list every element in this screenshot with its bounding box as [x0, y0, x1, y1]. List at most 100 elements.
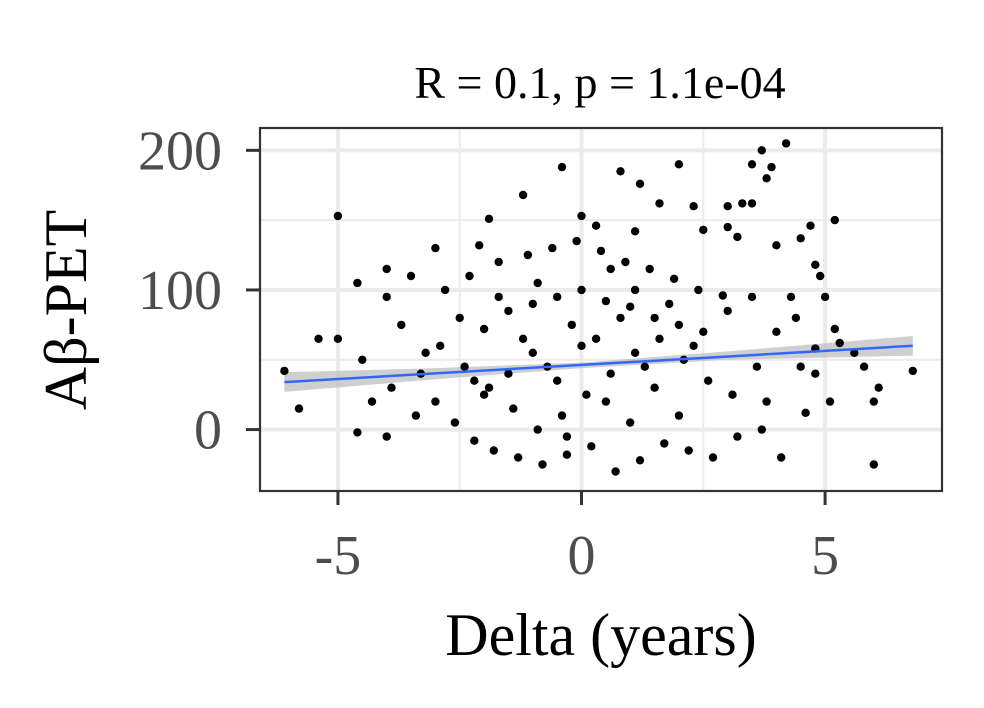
data-point	[489, 446, 498, 455]
data-point	[694, 285, 703, 295]
data-point	[762, 397, 771, 406]
data-point	[601, 397, 611, 406]
y-axis-title: Aβ-PET	[33, 210, 99, 411]
data-point	[387, 383, 396, 392]
data-point	[635, 179, 645, 188]
data-point	[621, 257, 630, 267]
data-point	[850, 348, 859, 357]
data-point	[708, 453, 718, 462]
data-point	[397, 320, 406, 330]
data-point	[538, 460, 547, 469]
data-point	[557, 162, 567, 172]
data-point	[704, 376, 713, 385]
data-point	[460, 362, 469, 371]
data-point	[674, 160, 684, 169]
data-point	[908, 366, 917, 376]
data-point	[830, 215, 839, 225]
data-point	[630, 348, 640, 357]
data-point	[504, 306, 513, 316]
y-tick-label: 0	[194, 400, 222, 462]
data-point	[626, 418, 635, 427]
data-point	[567, 320, 576, 330]
data-point	[562, 432, 572, 441]
data-point	[436, 341, 445, 350]
data-point	[596, 246, 606, 256]
data-point	[806, 221, 815, 230]
data-point	[616, 313, 625, 323]
data-point	[699, 327, 708, 336]
data-point	[553, 292, 562, 302]
data-point	[630, 285, 640, 295]
data-point	[699, 225, 708, 235]
data-point	[660, 439, 669, 448]
data-point	[518, 334, 528, 343]
data-point	[650, 313, 659, 323]
data-point	[791, 313, 801, 323]
data-point	[835, 338, 844, 348]
data-point	[333, 211, 343, 221]
data-point	[494, 257, 503, 267]
x-axis-title: Delta (years)	[445, 602, 756, 668]
plot-panel-background	[260, 128, 942, 491]
data-point	[455, 313, 464, 323]
data-point	[640, 362, 649, 371]
data-point	[645, 264, 654, 274]
x-tick-label: -5	[315, 525, 362, 587]
data-point	[738, 199, 747, 208]
data-point	[869, 397, 878, 406]
data-point	[509, 404, 518, 413]
data-point	[674, 411, 684, 420]
data-point	[757, 425, 766, 434]
data-point	[606, 369, 615, 378]
data-point	[796, 362, 805, 371]
data-points	[280, 139, 917, 476]
data-point	[533, 425, 542, 434]
data-point	[669, 274, 679, 283]
data-point	[733, 432, 742, 441]
data-point	[591, 221, 601, 230]
data-point	[577, 285, 586, 295]
data-point	[630, 227, 640, 236]
data-point	[582, 390, 591, 399]
data-point	[684, 446, 693, 455]
data-point	[465, 271, 474, 281]
data-point	[294, 404, 304, 413]
data-point	[528, 299, 537, 309]
data-point	[450, 418, 460, 427]
data-point	[406, 271, 416, 281]
data-point	[816, 271, 825, 281]
y-tick-label: 100	[138, 260, 222, 322]
data-point	[606, 264, 615, 274]
data-point	[781, 139, 791, 148]
data-point	[801, 408, 810, 417]
data-point	[514, 453, 523, 462]
data-point	[650, 383, 659, 392]
data-point	[382, 264, 391, 274]
data-point	[767, 162, 776, 172]
data-point	[382, 432, 391, 441]
data-point	[796, 234, 805, 243]
x-tick-label: 0	[568, 525, 596, 587]
data-point	[874, 383, 883, 392]
data-point	[723, 222, 732, 232]
fit-line-layer	[284, 344, 913, 384]
data-point	[333, 334, 343, 343]
data-point	[762, 174, 771, 183]
plot-panel-border	[258, 126, 944, 493]
data-point	[733, 232, 742, 242]
data-point	[518, 190, 528, 200]
data-point	[723, 306, 732, 316]
x-tick-label: 5	[811, 525, 839, 587]
data-point	[786, 292, 796, 302]
data-point	[280, 366, 289, 376]
data-point	[562, 450, 572, 459]
x-axis: -5 0 5	[315, 491, 839, 587]
data-point	[421, 348, 430, 357]
data-point	[314, 334, 323, 343]
data-point	[528, 348, 537, 357]
data-point	[431, 397, 440, 406]
data-point	[494, 292, 503, 302]
data-point	[484, 383, 494, 392]
data-point	[479, 324, 489, 334]
